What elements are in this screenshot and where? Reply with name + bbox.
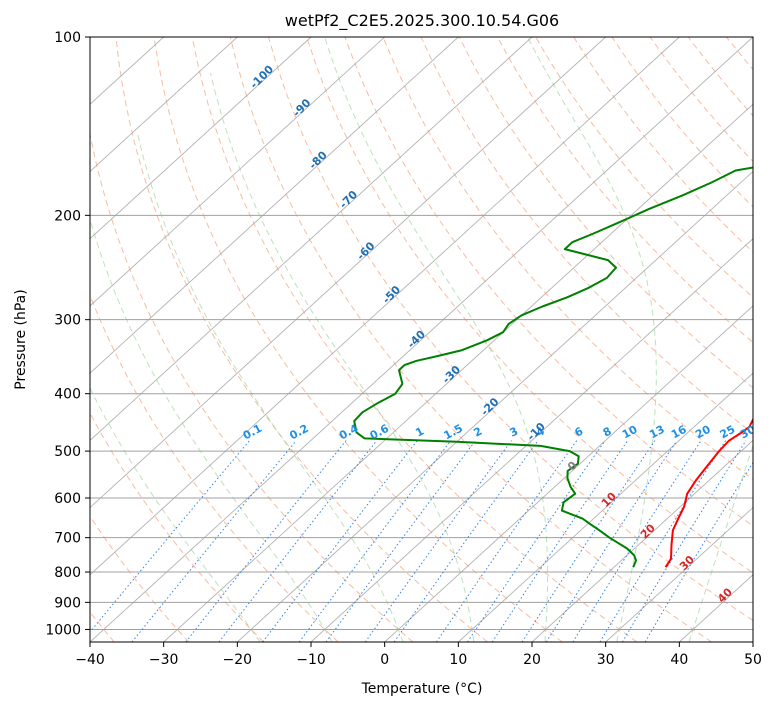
x-tick-label: 40 [670, 652, 688, 668]
mixing-ratio-label: 8 [601, 425, 614, 440]
mixing-ratio-line [622, 441, 746, 642]
isotherm-label: 10 [599, 490, 619, 510]
isotherm [0, 37, 311, 642]
isotherm-label: -60 [354, 239, 377, 262]
dry-adiabat [574, 37, 775, 642]
mixing-ratio-label: 6 [572, 424, 585, 439]
dry-adiabat [688, 37, 775, 642]
moist-adiabat [325, 37, 548, 642]
mixing-ratio-line [299, 441, 451, 642]
isotherm-label: 30 [677, 553, 697, 573]
x-tick-label: 50 [744, 652, 762, 668]
mixing-ratio-label: 1 [413, 425, 426, 440]
dry-adiabat [269, 37, 775, 642]
mixing-ratio-line [546, 441, 677, 642]
mixing-ratio-label: 16 [669, 423, 689, 442]
y-tick-label: 800 [54, 565, 81, 581]
moist-adiabat [80, 181, 332, 642]
y-tick-label: 500 [54, 444, 81, 460]
isotherm-label: -50 [380, 283, 403, 306]
mixing-ratio-line [186, 441, 346, 642]
y-tick-label: 200 [54, 208, 81, 224]
isotherm [0, 37, 237, 642]
mixing-ratio-line [492, 441, 627, 642]
mixing-ratio-label: 0.4 [337, 422, 361, 443]
y-axis-label: Pressure (hPa) [13, 289, 29, 389]
mixing-ratio-line [522, 441, 655, 642]
dry-adiabat [612, 37, 775, 642]
dry-adiabat [421, 37, 775, 642]
y-tick-label: 700 [54, 531, 81, 547]
mixing-ratio-line [468, 441, 606, 642]
isotherm-label: -90 [290, 96, 313, 119]
dry-adiabat [116, 37, 488, 642]
mixing-ratio-label: 1.5 [442, 422, 465, 443]
moist-adiabat [689, 37, 775, 642]
isotherm [753, 37, 775, 642]
inline-labels: 0.1 0.2 0.4 0.6 1 1.5 2 3 4 6 8 10 13 16 20 25 30 36-100-… [241, 63, 775, 606]
isotherm [0, 37, 606, 642]
y-tick-label: 400 [54, 387, 81, 403]
x-tick-label: 30 [597, 652, 615, 668]
dry-adiabat [154, 37, 562, 642]
dry-adiabat [497, 37, 775, 642]
y-tick-label: 300 [54, 313, 81, 329]
x-tick-label: −30 [149, 652, 179, 668]
x-tick-label: −40 [75, 652, 105, 668]
mixing-ratio-label: 2 [471, 425, 484, 440]
dry-adiabat [1, 37, 263, 642]
mixing-ratio-label: 3 [507, 425, 520, 440]
mixing-ratio-label: 13 [647, 423, 667, 442]
isotherm-label: -40 [405, 327, 428, 350]
isotherm [164, 37, 775, 642]
temperature-profile-line [666, 37, 775, 567]
mixing-ratio-label: 36 [759, 423, 775, 442]
dry-adiabat [230, 37, 711, 642]
y-tick-label: 1000 [45, 622, 81, 638]
y-axis: 100 200 300 400 500 600 700 800 900 1000 [45, 30, 90, 638]
mixing-ratio-label: 10 [620, 423, 640, 442]
dry-adiabat [78, 37, 413, 642]
x-axis: −40 −30 −20 −10 0 10 20 30 40 50 [75, 642, 762, 668]
y-tick-label: 100 [54, 30, 81, 46]
mixing-ratio-line [600, 441, 726, 642]
mixing-ratio-line [394, 441, 538, 642]
background-lines [0, 37, 775, 642]
dry-adiabat [726, 37, 775, 642]
x-tick-label: 10 [449, 652, 467, 668]
x-tick-label: −10 [296, 652, 326, 668]
mixing-ratio-line [365, 441, 511, 642]
isotherm [16, 37, 679, 642]
mixing-ratio-line [436, 441, 576, 642]
mixing-ratio-line [132, 441, 296, 642]
mixing-ratio-line [263, 441, 417, 642]
isotherm-label: -100 [248, 63, 277, 92]
mixing-ratio-line [326, 441, 475, 642]
x-tick-label: 20 [523, 652, 541, 668]
mixing-ratio-label: 25 [718, 423, 738, 442]
isotherm-label: -10 [525, 420, 548, 443]
chart-title: wetPf2_C2E5.2025.300.10.54.G06 [285, 11, 559, 31]
mixing-ratio-label: 0.2 [287, 422, 310, 443]
mixing-ratio-label: 0.1 [241, 422, 264, 443]
mixing-ratio-label: 30 [738, 423, 758, 442]
isotherm-label: -70 [337, 188, 360, 211]
y-tick-label: 600 [54, 491, 81, 507]
dry-adiabat [765, 37, 775, 642]
x-axis-label: Temperature (°C) [361, 681, 483, 697]
dry-adiabat [650, 37, 775, 642]
isotherm [0, 37, 458, 642]
isotherm-label: -30 [440, 363, 463, 386]
y-tick-label: 900 [54, 595, 81, 611]
x-tick-label: −20 [223, 652, 253, 668]
x-tick-label: 0 [380, 652, 389, 668]
mixing-ratio-line [82, 441, 250, 642]
mixing-ratio-line [219, 441, 377, 642]
